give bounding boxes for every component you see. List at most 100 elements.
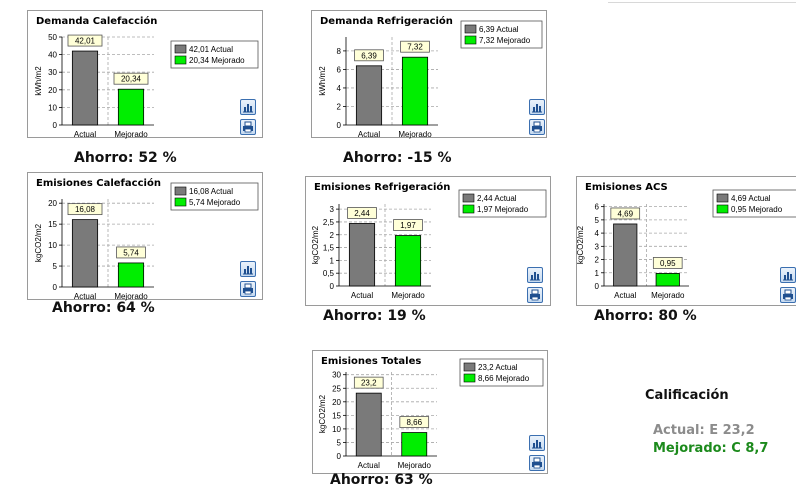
bar-actual — [355, 392, 382, 457]
print-button[interactable] — [240, 119, 256, 135]
savings-label: Ahorro: 80 % — [594, 308, 697, 324]
bar-actual — [355, 65, 383, 126]
savings-label: Ahorro: 52 % — [74, 150, 177, 166]
bar-chart: Emisiones Totales 0 5 10 15 20 25 30 kgCO2/m2 23,… — [318, 356, 544, 470]
value-label-box — [652, 257, 683, 269]
print-button[interactable] — [240, 281, 256, 297]
y-tick-label: 15 — [332, 411, 341, 420]
x-tick-label: Actual — [74, 292, 96, 301]
print-icon — [783, 289, 793, 301]
x-tick-label: Actual — [74, 130, 96, 139]
legend-swatch — [174, 44, 187, 54]
y-tick-label: 20 — [332, 398, 341, 407]
y-tick-label: 6 — [595, 203, 600, 212]
legend-swatch — [174, 197, 187, 207]
y-axis-label: kgCO2/m2 — [577, 225, 585, 264]
bar-chart: Demanda Calefacción 0 10 20 30 40 50 kWh/m2 42,0… — [34, 15, 259, 139]
chart-panel: Emisiones Totales 0 5 10 15 20 25 30 kgCO2/m2 23,… — [312, 350, 548, 474]
value-label: 5,74 — [123, 248, 139, 257]
value-label: 16,08 — [75, 205, 96, 214]
legend-label: 5,74 Mejorado — [189, 198, 241, 207]
legend-swatch — [463, 362, 476, 372]
y-tick-label: 6 — [337, 65, 342, 74]
savings-label: Ahorro: -15 % — [343, 150, 452, 166]
value-label-box — [610, 207, 641, 220]
chart-options-button[interactable] — [240, 261, 256, 277]
bar-actual — [71, 219, 99, 288]
y-tick-label: 25 — [332, 384, 341, 393]
chart-panel: Emisiones Refrigeración 0 0,5 1 1,5 2 2,5 3 kgCO… — [305, 176, 551, 306]
legend-label: 7,32 Mejorado — [479, 36, 531, 45]
y-tick-label: 2 — [330, 231, 335, 240]
value-label: 23,2 — [361, 379, 377, 388]
y-tick-label: 0 — [337, 452, 342, 461]
savings-label: Ahorro: 19 % — [323, 308, 426, 324]
x-tick-label: Mejorado — [398, 461, 432, 470]
chart-title: Emisiones ACS — [585, 182, 668, 193]
y-tick-label: 5 — [53, 262, 58, 271]
y-axis-label: kgCO2/m2 — [34, 223, 43, 262]
value-label-box — [393, 219, 423, 231]
bar-chart-icon — [530, 272, 540, 281]
value-label: 0,95 — [660, 259, 676, 268]
chart-options-button[interactable] — [529, 435, 545, 451]
value-label-box — [347, 207, 377, 219]
chart-options-button[interactable] — [780, 267, 796, 283]
y-tick-label: 30 — [332, 371, 341, 380]
value-label-box — [354, 49, 384, 62]
y-tick-label: 0 — [330, 282, 335, 291]
print-icon — [530, 289, 540, 301]
print-icon — [243, 121, 253, 133]
bar-improved — [655, 273, 680, 287]
chart-title: Emisiones Calefacción — [36, 177, 161, 189]
print-icon — [243, 283, 253, 295]
value-label-box — [353, 376, 384, 389]
chart-options-button[interactable] — [527, 267, 543, 283]
y-tick-label: 4 — [595, 229, 600, 238]
bar-improved — [401, 56, 429, 126]
y-tick-label: 1 — [595, 269, 600, 278]
value-label: 8,66 — [406, 418, 422, 427]
legend-label: 8,66 Mejorado — [478, 374, 530, 383]
chart-title: Demanda Refrigeración — [320, 15, 453, 27]
y-tick-label: 0 — [595, 282, 600, 291]
y-tick-label: 2,5 — [323, 218, 335, 227]
print-icon — [532, 457, 542, 469]
chart-options-button[interactable] — [529, 99, 545, 115]
y-tick-label: 10 — [332, 425, 341, 434]
legend-label: 2,44 Actual — [477, 194, 517, 203]
print-button[interactable] — [529, 119, 545, 135]
y-tick-label: 10 — [48, 241, 57, 250]
legend-swatch — [464, 35, 477, 45]
bar-chart: Emisiones Calefacción 0 5 10 15 20 kgCO2/m2 16,… — [34, 177, 259, 301]
bar-actual — [613, 223, 638, 287]
value-label: 7,32 — [407, 43, 423, 52]
legend-swatch — [716, 204, 729, 214]
bar-chart: Demanda Refrigeración 0 2 4 6 8 kWh/m2 6,39 Actu… — [318, 15, 543, 139]
bar-actual — [348, 223, 376, 287]
chart-panel: Emisiones ACS 0 1 2 3 4 5 6 kgCO2/m2 4,69 Actual 0,… — [576, 176, 796, 306]
x-tick-label: Mejorado — [391, 291, 425, 300]
legend-label: 16,08 Actual — [189, 187, 233, 196]
print-icon — [532, 121, 542, 133]
value-label-box — [116, 246, 146, 259]
y-tick-label: 1 — [330, 256, 335, 265]
rating-box: Calificación Actual: E 23,2 Mejorado: C … — [625, 388, 768, 456]
savings-label: Ahorro: 64 % — [52, 300, 155, 316]
y-tick-label: 5 — [337, 438, 342, 447]
value-label: 42,01 — [75, 37, 96, 46]
x-tick-label: Mejorado — [114, 130, 148, 139]
print-button[interactable] — [527, 287, 543, 303]
print-button[interactable] — [529, 455, 545, 471]
legend-label: 42,01 Actual — [189, 45, 233, 54]
bar-chart-icon — [532, 104, 542, 113]
legend-swatch — [174, 55, 187, 65]
print-button[interactable] — [780, 287, 796, 303]
chart-options-button[interactable] — [240, 99, 256, 115]
y-tick-label: 0 — [53, 283, 58, 292]
bar-chart-icon — [243, 266, 253, 275]
bar-chart-icon — [532, 440, 542, 449]
y-axis-label: kgCO2/m2 — [311, 225, 320, 264]
x-tick-label: Actual — [614, 291, 636, 300]
rating-improved: Mejorado: C 8,7 — [653, 441, 769, 456]
